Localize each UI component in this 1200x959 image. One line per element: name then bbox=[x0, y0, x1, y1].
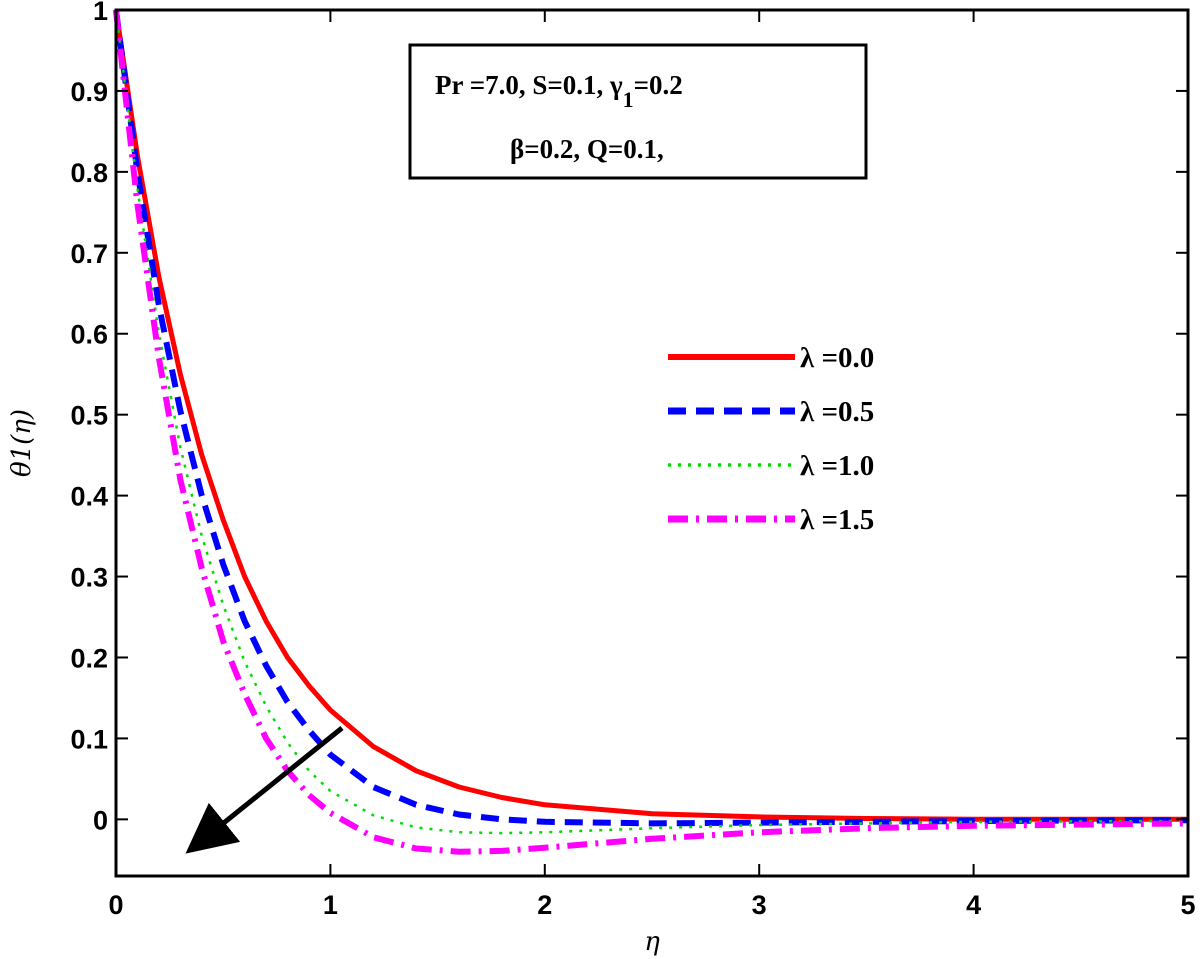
x-tick-label: 5 bbox=[1180, 890, 1195, 920]
annotation-subscript: 1 bbox=[623, 87, 634, 112]
y-tick-label: 0.4 bbox=[70, 482, 108, 512]
y-tick-label: 0.7 bbox=[70, 239, 108, 269]
x-tick-label: 1 bbox=[323, 890, 338, 920]
annotation-line-2: β=0.2, Q=0.1, bbox=[510, 134, 664, 164]
legend-label-0: λ =0.0 bbox=[800, 342, 874, 374]
y-tick-label: 0.5 bbox=[70, 401, 108, 431]
x-tick-label: 4 bbox=[966, 890, 981, 920]
x-axis: 0 1 2 3 4 5 bbox=[108, 10, 1196, 920]
y-tick-label: 1 bbox=[93, 0, 108, 26]
annotation-line-1: Pr =7.0, S=0.1, γ1=0.2 bbox=[435, 70, 683, 112]
y-tick-label: 0.3 bbox=[70, 563, 108, 593]
y-tick-label: 0.2 bbox=[70, 643, 108, 673]
x-tick-label: 3 bbox=[752, 890, 767, 920]
legend-label-2: λ =1.0 bbox=[800, 450, 874, 482]
y-tick-label: 0.8 bbox=[70, 158, 108, 188]
y-axis-label: θ1(η) bbox=[7, 409, 37, 477]
trend-arrow bbox=[185, 726, 344, 854]
y-tick-label: 0.9 bbox=[70, 77, 108, 107]
series-line-2 bbox=[114, 9, 1189, 835]
data-lines bbox=[113, 9, 1189, 855]
y-axis: 1 0.9 0.8 0.7 0.6 0.5 0.4 0.3 0.2 0.1 0 bbox=[70, 0, 1188, 835]
legend-label-3: λ =1.5 bbox=[800, 504, 874, 536]
annotation-border bbox=[408, 43, 868, 180]
y-tick-label: 0.6 bbox=[70, 320, 108, 350]
x-axis-label: η bbox=[644, 927, 660, 957]
annotation-box: Pr =7.0, S=0.1, γ1=0.2 β=0.2, Q=0.1, bbox=[408, 43, 868, 180]
series-line-1 bbox=[113, 9, 1189, 827]
annotation-params: Pr =7.0, S=0.1, γ bbox=[435, 70, 623, 100]
x-tick-label: 0 bbox=[108, 890, 123, 920]
x-tick-label: 2 bbox=[537, 890, 552, 920]
y-tick-label: 0.1 bbox=[70, 724, 108, 754]
series-line-0 bbox=[113, 9, 1188, 822]
annotation-tail: =0.2 bbox=[634, 70, 683, 100]
axes-frame bbox=[114, 8, 1190, 878]
legend-label-1: λ =0.5 bbox=[800, 396, 874, 428]
series-line-3 bbox=[113, 9, 1189, 855]
legend: λ =0.0 λ =0.5 λ =1.0 λ =1.5 bbox=[668, 342, 874, 536]
y-tick-label: 0 bbox=[93, 805, 108, 835]
